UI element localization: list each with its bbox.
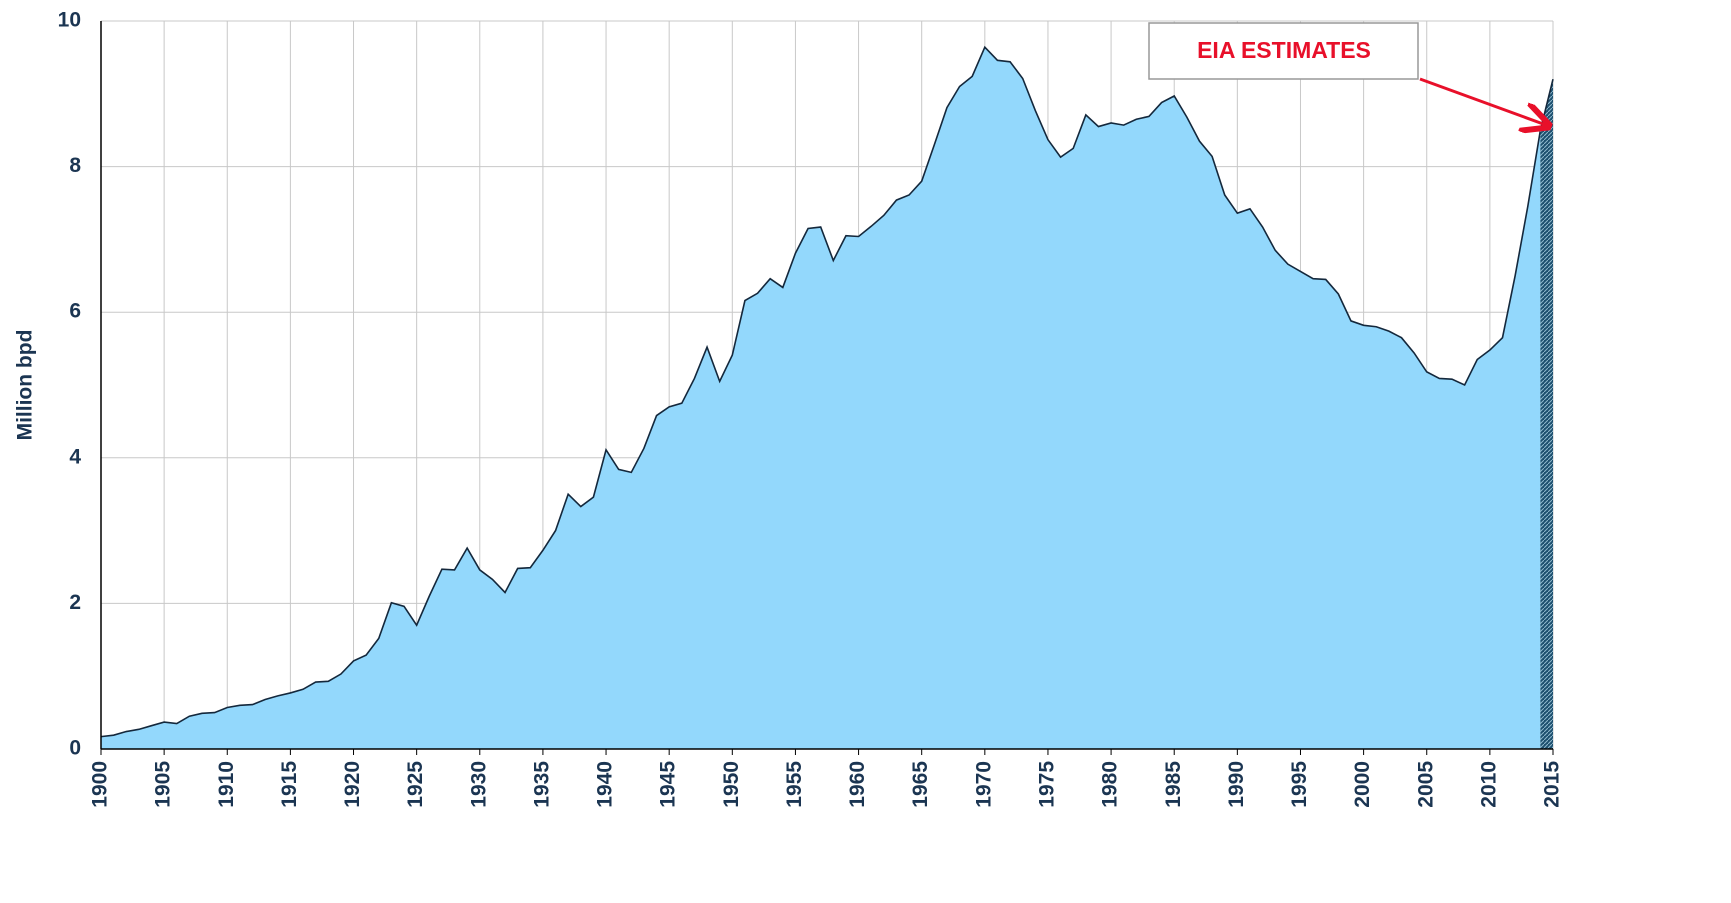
x-tick-label: 2015: [1541, 761, 1564, 808]
x-tick-label: 2010: [1477, 761, 1500, 808]
x-tick-label: 1925: [404, 761, 427, 808]
x-tick-label: 1995: [1288, 761, 1311, 808]
area-hatch: [1540, 79, 1553, 750]
x-tick-label: 1910: [215, 761, 238, 808]
x-tick-label: 1940: [594, 761, 617, 808]
x-tick-label: 1970: [972, 761, 995, 808]
area-line: [100, 45, 1542, 738]
annotation-box: [1148, 22, 1419, 80]
area: [101, 47, 1541, 749]
x-tick-label: 2000: [1351, 761, 1374, 808]
x-tick-label: 1955: [783, 761, 806, 808]
y-tick-label: 4: [69, 445, 81, 468]
x-tick-label: 1905: [152, 761, 175, 808]
annotation-arrow: [1419, 77, 1546, 125]
annotation-text: EIA ESTIMATES: [1197, 37, 1371, 63]
x-tick-label: 1935: [530, 761, 553, 808]
x-tick-label: 1975: [1036, 761, 1059, 808]
y-tick-label: 0: [69, 737, 81, 760]
x-tick-label: 2005: [1414, 761, 1437, 808]
x-tick-label: 1915: [278, 761, 301, 808]
y-tick-label: 2: [69, 591, 81, 614]
x-tick-label: 1985: [1162, 761, 1185, 808]
areas: [100, 45, 1554, 750]
x-tick-label: 1920: [341, 761, 364, 808]
y-tick-label: 8: [69, 154, 81, 177]
x-tick-label: 1965: [909, 761, 932, 808]
x-tick-label: 1980: [1099, 761, 1122, 808]
x-tick-label: 1945: [657, 761, 680, 808]
x-tick-label: 1960: [846, 761, 869, 808]
y-tick-label: 10: [58, 9, 81, 32]
y-axis-label: Million bpd: [14, 330, 37, 441]
axes: 0 2 4 6 8 10 1900 1905 1910 1915 1920 1925 1930 1935 1…: [58, 9, 1564, 808]
x-tick-label: 1990: [1225, 761, 1248, 808]
x-tick-label: 1950: [720, 761, 743, 808]
y-tick-label: 6: [69, 300, 81, 323]
x-tick-label: 1930: [467, 761, 490, 808]
x-tick-label: 1900: [89, 761, 112, 808]
